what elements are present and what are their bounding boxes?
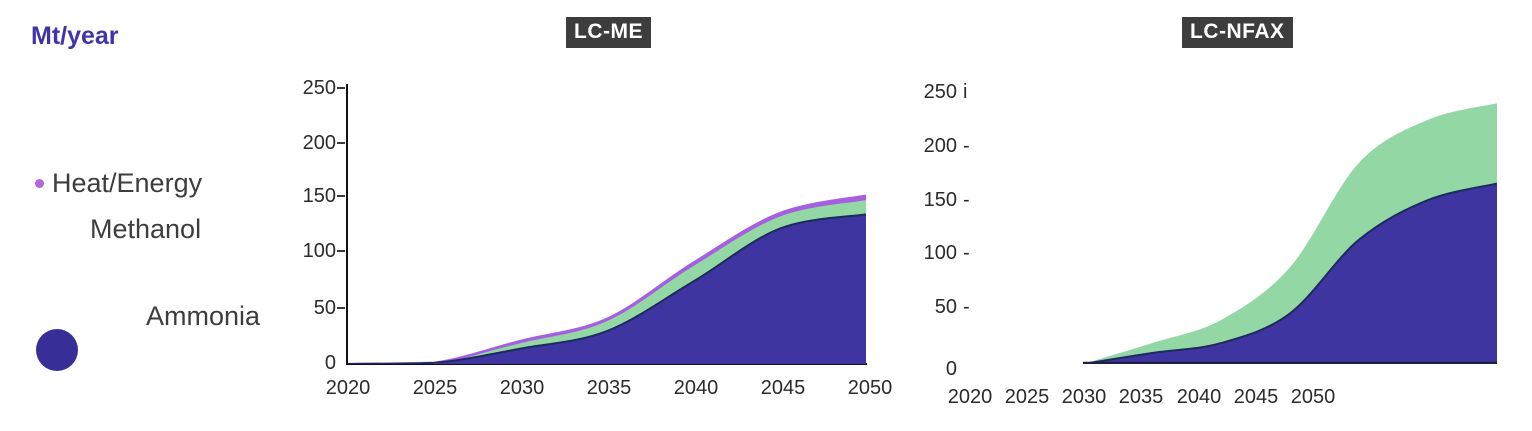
legend-label-ammonia: Ammonia [146, 301, 261, 331]
y-tick-mark-text: - [963, 189, 970, 211]
legend-label-heat-energy: Heat/Energy [52, 168, 203, 198]
lcnfax-y-tick-label-50: 50 [934, 296, 957, 318]
lcnfax-x-tick-label-2020: 2020 [947, 386, 993, 408]
y-tick-mark-text: - [963, 296, 970, 318]
lcnfax-x-tick-label-2025: 2025 [1004, 386, 1050, 408]
lcnfax-x-tick-label-2045: 2045 [1233, 386, 1279, 408]
lcme-x-tick-label-2040: 2040 [673, 377, 719, 399]
lcme-y-tick-label-100: 100 [302, 240, 336, 262]
lcme-y-axis-line [346, 84, 348, 365]
lcnfax-y-tick-label-100: 100 [923, 242, 957, 264]
chart-title-lc-nfax: LC-NFAX [1182, 17, 1293, 48]
lcnfax-y-tick-label-200: 200 [923, 135, 957, 157]
lcnfax-x-tick-label-2040: 2040 [1176, 386, 1222, 408]
lcme-x-tick-label-2025: 2025 [412, 377, 458, 399]
lcme-x-axis-line [346, 363, 867, 365]
y-tick-mark-text: - [963, 242, 970, 264]
lcme-x-tick-label-2035: 2035 [586, 377, 632, 399]
lcme-y-tick-label-50: 50 [313, 297, 336, 319]
lcme-y-tick-label-150: 150 [302, 185, 336, 207]
ammonia-top-edge-line [348, 213, 866, 364]
y-tick-mark-text: - [963, 135, 970, 157]
area-ammonia [1083, 183, 1497, 364]
lcme-x-tick-label-2020: 2020 [325, 377, 371, 399]
heat-energy-marker-icon [35, 179, 44, 188]
y-tick-mark [337, 250, 345, 252]
chart-title-lc-me: LC-ME [566, 17, 651, 48]
lcme-x-tick-label-2045: 2045 [760, 377, 806, 399]
lcme-x-tick-label-2050: 2050 [847, 377, 893, 399]
y-tick-mark [337, 307, 345, 309]
y-tick-mark [337, 195, 345, 197]
lcnfax-x-tick-label-2050: 2050 [1290, 386, 1336, 408]
lcme-y-tick-label-200: 200 [302, 132, 336, 154]
lcnfax-x-tick-label-2035: 2035 [1118, 386, 1164, 408]
ammonia-marker-icon [36, 329, 78, 371]
y-axis-unit-label: Mt/year [31, 22, 119, 50]
lcnfax-stacked-area-plot [1083, 103, 1497, 364]
y-tick-mark-text: i [963, 81, 968, 103]
ammonia-top-edge-line [1083, 182, 1497, 364]
lcnfax-y-tick-label-250: 250 [923, 81, 957, 103]
lcme-y-tick-label-250: 250 [302, 77, 336, 99]
lcme-stacked-area-plot [348, 194, 866, 364]
lcme-y-tick-label-0: 0 [324, 352, 336, 374]
lcnfax-y-tick-label-150: 150 [923, 189, 957, 211]
y-tick-mark [337, 87, 345, 89]
legend-label-methanol: Methanol [90, 214, 202, 244]
lcnfax-y-tick-label-0: 0 [945, 358, 957, 380]
lcnfax-x-tick-label-2030: 2030 [1061, 386, 1107, 408]
area-ammonia [348, 214, 866, 364]
y-tick-mark [337, 142, 345, 144]
lcme-x-tick-label-2030: 2030 [499, 377, 545, 399]
